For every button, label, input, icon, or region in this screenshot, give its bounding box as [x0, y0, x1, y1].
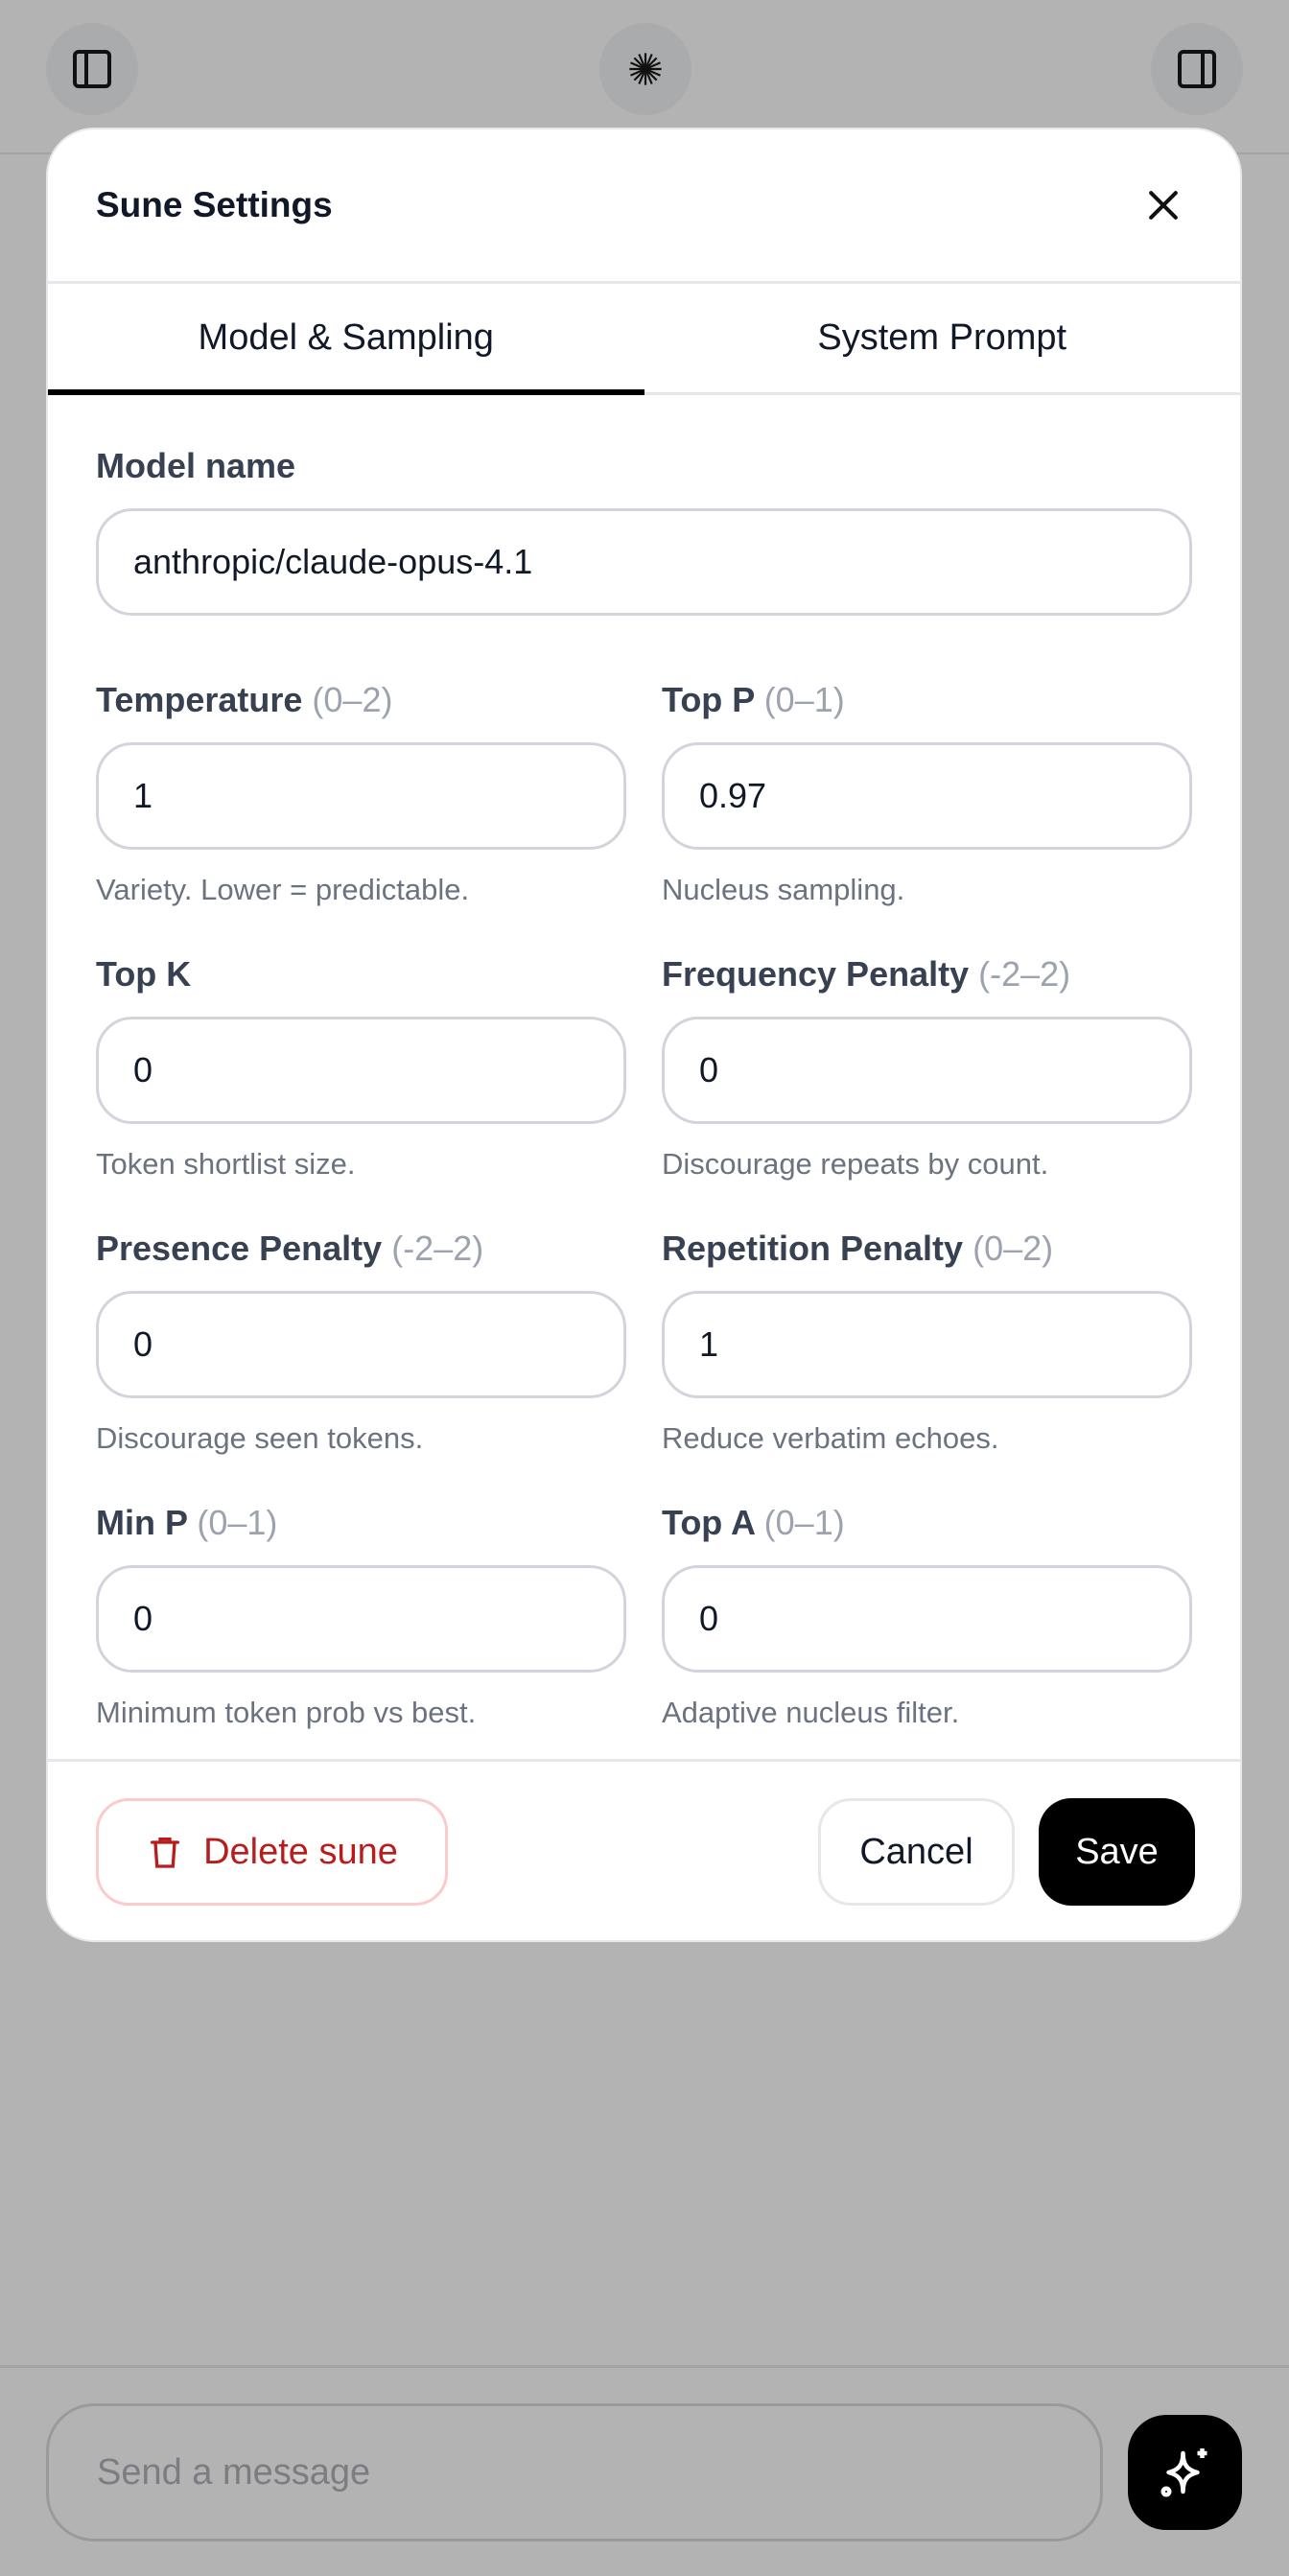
field-top-k: Top K 0 Token shortlist size.: [96, 953, 626, 1183]
toggle-left-sidebar-button[interactable]: [46, 23, 138, 115]
presence-penalty-help: Discourage seen tokens.: [96, 1421, 424, 1455]
tab-bar: Model & Sampling System Prompt: [48, 284, 1240, 395]
toggle-right-sidebar-button[interactable]: [1151, 23, 1243, 115]
delete-sune-label: Delete sune: [203, 1831, 398, 1872]
top-p-label: Top P (0–1): [662, 679, 1192, 721]
trash-icon: [151, 1838, 180, 1868]
top-k-help: Token shortlist size.: [96, 1147, 356, 1181]
top-k-input[interactable]: 0: [96, 1017, 626, 1124]
frequency-penalty-range: (-2–2): [978, 954, 1071, 994]
field-repetition-penalty: Repetition Penalty (0–2) 1 Reduce verbat…: [662, 1228, 1192, 1458]
min-p-help: Minimum token prob vs best.: [96, 1696, 477, 1729]
sidebar-right-icon: [1178, 50, 1216, 88]
tab-system-prompt[interactable]: System Prompt: [817, 317, 1067, 358]
temperature-input[interactable]: 1: [96, 742, 626, 850]
min-p-input[interactable]: 0: [96, 1565, 626, 1673]
repetition-penalty-help: Reduce verbatim echoes.: [662, 1421, 999, 1455]
model-name-input[interactable]: anthropic/claude-opus-4.1: [96, 508, 1192, 616]
repetition-penalty-range: (0–2): [973, 1229, 1054, 1268]
repetition-penalty-label: Repetition Penalty (0–2): [662, 1228, 1192, 1270]
field-temperature: Temperature (0–2) 1 Variety. Lower = pre…: [96, 679, 626, 909]
top-k-label: Top K: [96, 953, 626, 995]
top-a-range: (0–1): [763, 1503, 845, 1542]
modal-footer: Delete sune Cancel Save: [48, 1759, 1240, 1940]
temperature-help: Variety. Lower = predictable.: [96, 873, 470, 906]
presence-penalty-input[interactable]: 0: [96, 1291, 626, 1398]
close-icon: [1149, 191, 1178, 220]
frequency-penalty-help: Discourage repeats by count.: [662, 1147, 1049, 1181]
top-p-help: Nucleus sampling.: [662, 873, 905, 906]
sparkles-icon: [1160, 2448, 1207, 2497]
settings-modal: Sune Settings Model & Sampling System Pr…: [46, 128, 1242, 1942]
cancel-button[interactable]: Cancel: [818, 1798, 1015, 1906]
close-button[interactable]: [1135, 176, 1192, 234]
save-button[interactable]: Save: [1039, 1798, 1195, 1906]
min-p-range: (0–1): [197, 1503, 278, 1542]
frequency-penalty-label-text: Frequency Penalty: [662, 954, 970, 994]
composer-divider: [0, 2365, 1289, 2368]
frequency-penalty-input[interactable]: 0: [662, 1017, 1192, 1124]
top-a-input[interactable]: 0: [662, 1565, 1192, 1673]
send-button[interactable]: [1128, 2415, 1242, 2530]
presence-penalty-label-text: Presence Penalty: [96, 1229, 383, 1268]
top-a-help: Adaptive nucleus filter.: [662, 1696, 960, 1729]
delete-sune-button[interactable]: Delete sune: [96, 1798, 448, 1906]
tab-model-sampling[interactable]: Model & Sampling: [48, 284, 644, 395]
repetition-penalty-label-text: Repetition Penalty: [662, 1229, 964, 1268]
field-frequency-penalty: Frequency Penalty (-2–2) 0 Discourage re…: [662, 953, 1192, 1183]
model-name-label: Model name: [96, 446, 296, 485]
field-top-p: Top P (0–1) 0.97 Nucleus sampling.: [662, 679, 1192, 909]
presence-penalty-label: Presence Penalty (-2–2): [96, 1228, 626, 1270]
top-a-label: Top A (0–1): [662, 1502, 1192, 1544]
sidebar-left-icon: [73, 50, 111, 88]
temperature-label-text: Temperature: [96, 680, 303, 719]
top-p-label-text: Top P: [662, 680, 755, 719]
frequency-penalty-label: Frequency Penalty (-2–2): [662, 953, 1192, 995]
top-a-label-text: Top A: [662, 1503, 755, 1542]
min-p-label: Min P (0–1): [96, 1502, 626, 1544]
field-top-a: Top A (0–1) 0 Adaptive nucleus filter.: [662, 1502, 1192, 1732]
temperature-label: Temperature (0–2): [96, 679, 626, 721]
top-p-range: (0–1): [763, 680, 845, 719]
temperature-range: (0–2): [312, 680, 393, 719]
min-p-label-text: Min P: [96, 1503, 188, 1542]
top-k-label-text: Top K: [96, 954, 192, 994]
top-p-input[interactable]: 0.97: [662, 742, 1192, 850]
field-presence-penalty: Presence Penalty (-2–2) 0 Discourage see…: [96, 1228, 626, 1458]
presence-penalty-range: (-2–2): [391, 1229, 484, 1268]
modal-header: Sune Settings: [48, 129, 1240, 284]
message-input[interactable]: Send a message: [46, 2403, 1103, 2541]
modal-title: Sune Settings: [96, 185, 333, 224]
repetition-penalty-input[interactable]: 1: [662, 1291, 1192, 1398]
field-min-p: Min P (0–1) 0 Minimum token prob vs best…: [96, 1502, 626, 1732]
logo-button[interactable]: [599, 23, 691, 115]
starburst-logo-icon: [629, 53, 662, 85]
